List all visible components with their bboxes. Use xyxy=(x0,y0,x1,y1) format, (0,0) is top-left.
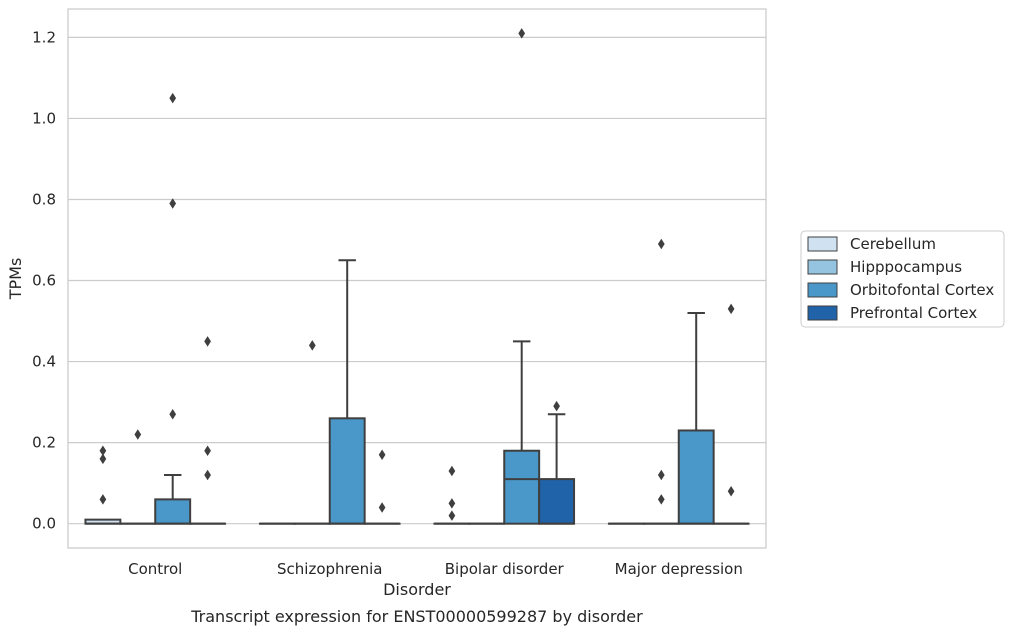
outlier-point xyxy=(204,336,211,347)
y-tick-label: 0.6 xyxy=(32,272,56,290)
outlier-point xyxy=(99,453,107,465)
box-body xyxy=(538,478,576,525)
y-tick-labels: 0.0 0.2 0.4 0.6 0.8 1.0 1.2 xyxy=(32,28,56,532)
legend-label: Hipppocampus xyxy=(850,258,962,276)
outlier-point xyxy=(378,449,386,461)
outlier-point xyxy=(169,409,177,420)
outlier-point xyxy=(99,445,107,456)
chart-caption: Transcript expression for ENST0000059928… xyxy=(190,607,643,626)
outlier-point xyxy=(204,469,211,481)
outlier-point xyxy=(657,494,665,505)
box-body xyxy=(503,449,541,525)
outlier-point xyxy=(727,486,735,497)
outlier-point xyxy=(99,494,107,505)
box-group xyxy=(189,336,227,525)
box-series xyxy=(84,28,750,525)
box-body xyxy=(677,429,715,525)
legend-swatch xyxy=(807,305,838,321)
outlier-point xyxy=(134,429,142,440)
outlier-point xyxy=(378,502,386,513)
legend-frame xyxy=(800,230,1005,328)
box-group xyxy=(328,259,366,525)
box-group xyxy=(538,400,576,525)
outlier-point xyxy=(727,303,735,315)
box-group xyxy=(712,303,750,525)
box-body xyxy=(328,417,366,525)
legend-swatch xyxy=(807,282,838,298)
outlier-point xyxy=(518,28,526,39)
x-axis-title: Disorder xyxy=(383,580,451,599)
box-group xyxy=(154,92,192,525)
grid-lines xyxy=(68,36,766,525)
legend-swatch xyxy=(807,236,838,252)
box-group xyxy=(293,340,331,525)
box-group xyxy=(503,28,541,525)
x-tick-label: Control xyxy=(128,560,182,578)
x-tick-label: Major depression xyxy=(615,560,743,578)
box-group xyxy=(642,238,680,525)
y-tick-label: 1.0 xyxy=(32,109,56,127)
outlier-point xyxy=(448,498,456,509)
box-group xyxy=(433,465,471,525)
outlier-point xyxy=(169,198,177,209)
legend-label: Orbitofontal Cortex xyxy=(850,281,994,299)
legend-label: Prefrontal Cortex xyxy=(850,304,977,322)
y-tick-label: 0.0 xyxy=(32,515,56,533)
outlier-point xyxy=(308,340,316,351)
outlier-point xyxy=(657,469,665,481)
legend-swatch xyxy=(807,259,838,275)
box-body xyxy=(154,498,192,525)
y-tick-label: 1.2 xyxy=(32,28,56,46)
outlier-point xyxy=(448,510,456,521)
box-group xyxy=(84,445,122,525)
y-tick-label: 0.8 xyxy=(32,190,56,208)
outlier-point xyxy=(553,400,560,412)
x-tick-label: Schizophrenia xyxy=(277,560,382,578)
legend-label: Cerebellum xyxy=(850,235,936,253)
outlier-point xyxy=(657,238,665,250)
box-group xyxy=(119,429,157,525)
box-group xyxy=(677,311,715,525)
legend: Cerebellum Hipppocampus Orbitofontal Corte… xyxy=(800,230,1005,328)
outlier-point xyxy=(169,92,177,104)
outlier-point xyxy=(204,445,211,456)
y-tick-label: 0.2 xyxy=(32,434,56,452)
outlier-point xyxy=(448,465,456,477)
x-tick-labels: Control Schizophrenia Bipolar disorder Majo… xyxy=(128,560,743,578)
y-axis-title: TPMs xyxy=(6,258,25,301)
y-tick-label: 0.4 xyxy=(32,353,56,371)
plot-area-frame xyxy=(67,8,767,549)
x-tick-label: Bipolar disorder xyxy=(445,560,565,578)
box-group xyxy=(363,449,401,525)
